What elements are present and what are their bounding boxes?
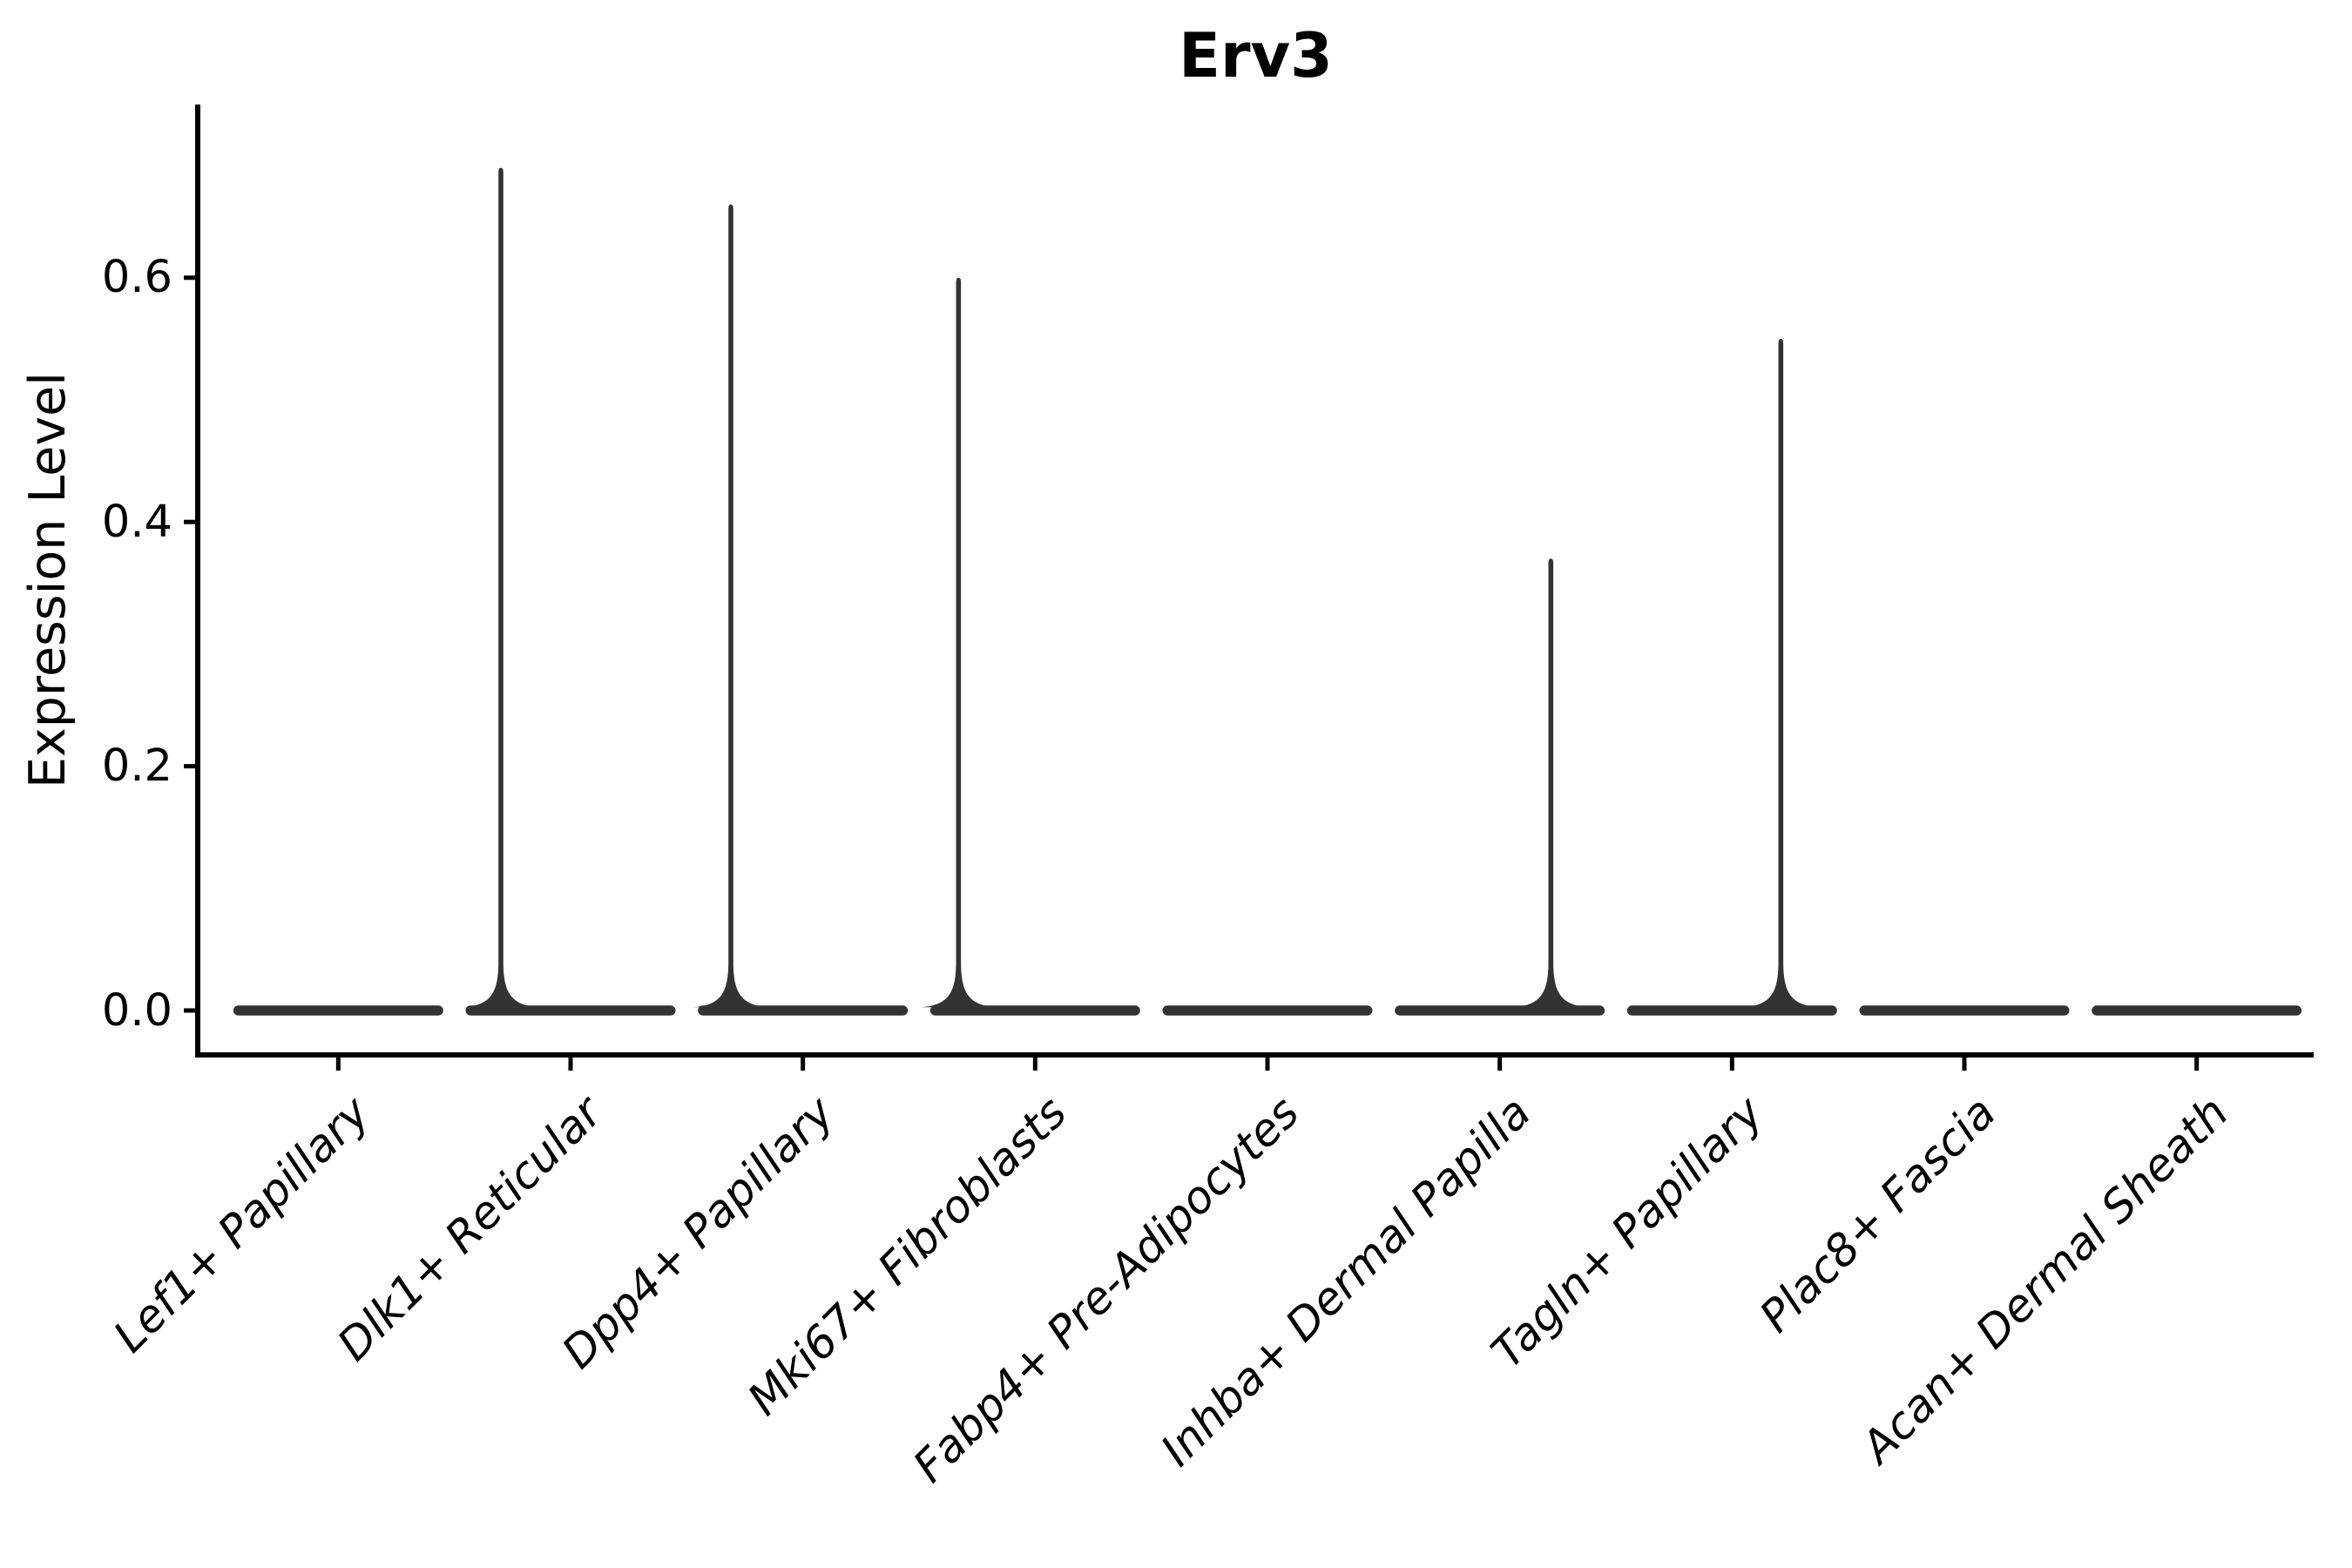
violin-spike [920, 277, 997, 1008]
violin-body [465, 1005, 676, 1016]
violin-body [698, 1005, 909, 1016]
y-tick-label: 0.2 [101, 740, 172, 793]
violin-spike [1512, 558, 1590, 1008]
violin-body [2092, 1005, 2302, 1016]
y-tick-label: 0.4 [101, 496, 172, 548]
violin-body [929, 1005, 1140, 1016]
violin-body [233, 1005, 443, 1016]
violin-spike [463, 167, 539, 1008]
violin-body [1162, 1005, 1373, 1016]
violin-body [1395, 1005, 1605, 1016]
chart-title: Erv3 [1179, 20, 1333, 91]
violin-spike [693, 204, 769, 1008]
y-tick-label: 0.6 [101, 252, 172, 304]
violin-body [1859, 1005, 2070, 1016]
violin-spike [1742, 338, 1820, 1008]
violin-body [1626, 1005, 1837, 1016]
y-tick-label: 0.0 [101, 984, 172, 1037]
